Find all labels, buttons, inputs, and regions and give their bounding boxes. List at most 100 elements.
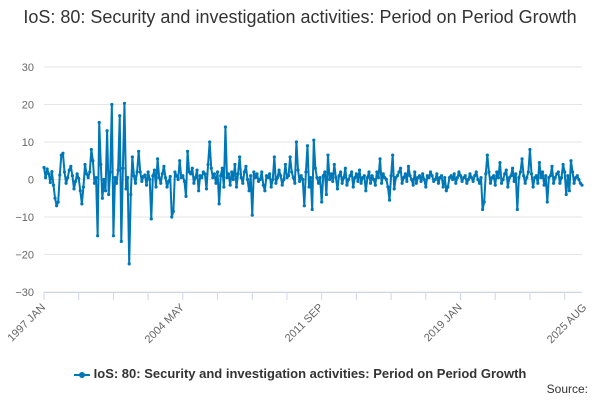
data-point[interactable]: [58, 173, 62, 177]
data-point[interactable]: [127, 262, 131, 266]
data-point[interactable]: [212, 172, 216, 176]
data-point[interactable]: [345, 183, 349, 187]
data-point[interactable]: [485, 153, 489, 157]
data-point[interactable]: [435, 172, 439, 176]
data-point[interactable]: [266, 176, 270, 180]
data-point[interactable]: [200, 176, 204, 180]
data-point[interactable]: [138, 170, 142, 174]
data-point[interactable]: [550, 164, 554, 168]
data-point[interactable]: [395, 174, 400, 178]
data-point[interactable]: [151, 174, 155, 178]
data-point[interactable]: [110, 102, 114, 107]
data-point[interactable]: [443, 176, 447, 180]
data-point[interactable]: [419, 179, 423, 183]
data-point[interactable]: [466, 177, 470, 182]
data-point[interactable]: [45, 167, 49, 171]
data-point[interactable]: [241, 181, 245, 185]
data-point[interactable]: [173, 170, 177, 174]
data-point[interactable]: [75, 172, 79, 176]
data-point[interactable]: [457, 170, 461, 174]
data-point[interactable]: [496, 176, 500, 180]
data-point[interactable]: [503, 172, 507, 176]
data-point[interactable]: [575, 174, 579, 178]
data-point[interactable]: [135, 170, 139, 174]
data-point[interactable]: [346, 177, 351, 182]
data-point[interactable]: [118, 114, 122, 118]
data-point[interactable]: [353, 176, 357, 180]
data-point[interactable]: [563, 170, 567, 174]
data-point[interactable]: [572, 181, 576, 185]
data-point[interactable]: [113, 176, 117, 180]
data-point[interactable]: [56, 200, 60, 204]
data-point[interactable]: [528, 147, 532, 152]
data-point[interactable]: [468, 172, 472, 176]
data-point[interactable]: [94, 176, 98, 180]
data-point[interactable]: [261, 183, 265, 187]
data-point[interactable]: [526, 170, 530, 174]
data-point[interactable]: [193, 176, 198, 180]
data-point[interactable]: [249, 174, 253, 178]
data-point[interactable]: [487, 170, 491, 174]
data-point[interactable]: [170, 215, 174, 219]
data-point[interactable]: [290, 170, 294, 174]
data-point[interactable]: [327, 177, 332, 182]
data-point[interactable]: [195, 168, 199, 172]
data-point[interactable]: [312, 138, 316, 142]
data-point[interactable]: [570, 170, 575, 174]
data-point[interactable]: [184, 194, 188, 198]
data-point[interactable]: [250, 213, 254, 217]
data-point[interactable]: [214, 181, 218, 185]
data-point[interactable]: [182, 179, 187, 183]
data-point[interactable]: [192, 181, 196, 185]
data-point[interactable]: [564, 192, 568, 197]
data-point[interactable]: [293, 181, 297, 185]
data-point[interactable]: [403, 172, 407, 176]
data-point[interactable]: [114, 181, 119, 185]
data-point[interactable]: [236, 172, 240, 176]
data-point[interactable]: [73, 179, 78, 183]
data-point[interactable]: [226, 172, 231, 176]
data-point[interactable]: [89, 147, 93, 152]
data-point[interactable]: [318, 176, 322, 180]
data-point[interactable]: [299, 174, 303, 178]
data-point[interactable]: [400, 181, 404, 185]
data-point[interactable]: [433, 177, 437, 182]
data-point[interactable]: [239, 176, 243, 180]
data-point[interactable]: [271, 177, 275, 182]
data-point[interactable]: [410, 177, 414, 182]
data-point[interactable]: [332, 162, 336, 167]
data-point[interactable]: [477, 181, 482, 185]
data-point[interactable]: [197, 189, 201, 193]
data-point[interactable]: [501, 177, 505, 182]
data-point[interactable]: [70, 174, 74, 178]
data-point[interactable]: [215, 170, 220, 174]
data-point[interactable]: [50, 170, 54, 174]
data-point[interactable]: [272, 155, 276, 159]
data-point[interactable]: [523, 181, 527, 185]
data-point[interactable]: [51, 183, 56, 187]
data-point[interactable]: [204, 187, 209, 191]
data-point[interactable]: [86, 176, 90, 180]
data-point[interactable]: [417, 174, 422, 178]
data-point[interactable]: [559, 176, 564, 180]
data-point[interactable]: [408, 174, 412, 178]
data-point[interactable]: [569, 159, 573, 163]
data-point[interactable]: [320, 200, 324, 204]
data-point[interactable]: [122, 101, 127, 105]
data-point[interactable]: [474, 170, 478, 174]
data-point[interactable]: [208, 140, 212, 144]
data-point[interactable]: [176, 177, 180, 182]
data-point[interactable]: [274, 181, 278, 185]
data-point[interactable]: [484, 172, 488, 176]
data-point[interactable]: [367, 170, 371, 174]
data-point[interactable]: [206, 162, 210, 167]
data-point[interactable]: [373, 183, 377, 187]
data-point[interactable]: [422, 177, 426, 182]
data-point[interactable]: [536, 181, 540, 185]
data-point[interactable]: [509, 174, 513, 178]
data-point[interactable]: [469, 176, 474, 180]
data-point[interactable]: [331, 179, 335, 183]
data-point[interactable]: [154, 185, 158, 189]
data-point[interactable]: [96, 234, 100, 238]
data-point[interactable]: [348, 174, 352, 178]
